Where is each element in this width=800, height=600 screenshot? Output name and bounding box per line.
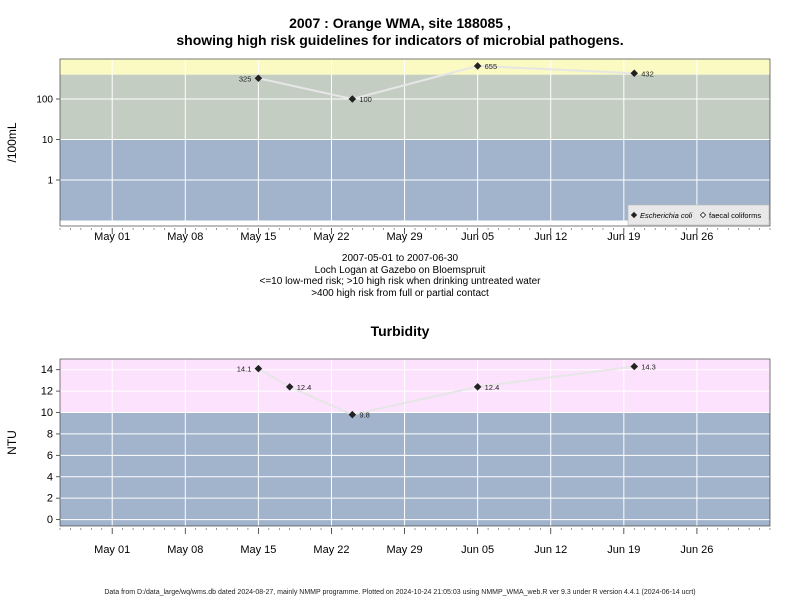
turbidity-xtick-label-7: Jun 19	[607, 544, 640, 556]
turbidity-ytick-label-2: 4	[47, 471, 53, 483]
ecoli-y-axis-label: /100mL	[5, 122, 19, 162]
turbidity-data-label-3: 12.4	[485, 383, 500, 392]
ecoli-xtick-label-4: May 29	[387, 231, 423, 243]
turbidity-data-point-3	[473, 383, 482, 391]
turbidity-data-point-0	[254, 364, 263, 373]
ecoli-xtick-label-0: May 01	[94, 231, 130, 243]
turbidity-ytick-label-7: 14	[41, 364, 53, 376]
turbidity-xtick-label-6: Jun 12	[534, 544, 567, 556]
ecoli-data-label-1: 100	[359, 95, 372, 104]
ecoli-data-point-3	[630, 69, 639, 78]
turbidity-data-point-1	[285, 383, 294, 391]
ecoli-data-point-2	[473, 62, 482, 70]
turbidity-xtick-label-1: May 08	[167, 544, 203, 556]
ecoli-xtick-label-7: Jun 19	[607, 231, 640, 243]
ecoli-series-line-0	[258, 64, 635, 101]
turbidity-xtick-label-4: May 29	[387, 544, 423, 556]
turbidity-risk-band-0	[60, 412, 770, 526]
annotation-date-range: 2007-05-01 to 2007-06-30	[341, 253, 459, 264]
annotation-contact-risk: >400 high risk from full or partial cont…	[311, 287, 489, 299]
ecoli-data-point-0	[254, 74, 263, 83]
turbidity-ytick-label-3: 6	[47, 450, 53, 462]
annotation-site: Loch Logan at Gazebo on Bloemspruit	[314, 264, 486, 276]
turbidity-xtick-label-3: May 22	[313, 544, 349, 556]
ecoli-legend-marker-1	[699, 211, 707, 219]
turbidity-ytick-label-1: 2	[47, 493, 53, 505]
turbidity-ytick-label-6: 12	[41, 386, 53, 398]
turbidity-data-label-1: 12.4	[297, 383, 312, 392]
turbidity-xtick-label-8: Jun 26	[680, 544, 713, 556]
ecoli-xtick-label-6: Jun 12	[534, 231, 567, 243]
ecoli-legend-label-0: Escherichia coli	[640, 211, 692, 220]
chart-title-line2: showing high risk guidelines for indicat…	[176, 32, 624, 48]
ecoli-data-label-3: 432	[641, 69, 654, 78]
turbidity-data-label-0: 14.1	[237, 365, 252, 374]
ecoli-xtick-label-1: May 08	[167, 231, 203, 243]
ecoli-data-label-0: 325	[239, 74, 252, 83]
annotation-drinking-risk: <=10 low-med risk; >10 high risk when dr…	[259, 276, 541, 287]
ecoli-xtick-label-3: May 22	[313, 231, 349, 243]
turbidity-plot-frame	[59, 358, 771, 527]
ecoli-risk-band-2	[60, 59, 770, 75]
ecoli-data-label-2: 655	[485, 62, 498, 71]
turbidity-ytick-label-5: 10	[41, 407, 53, 419]
ecoli-ytick-label-2: 100	[36, 95, 53, 106]
ecoli-xtick-label-5: Jun 05	[461, 231, 494, 243]
turbidity-title: Turbidity	[370, 323, 430, 339]
ecoli-xtick-label-8: Jun 26	[680, 231, 713, 243]
turbidity-xtick-label-0: May 01	[94, 544, 130, 556]
ecoli-legend-label-1: faecal coliforms	[709, 211, 761, 220]
turbidity-y-axis-label: NTU	[5, 430, 19, 455]
ecoli-xtick-label-2: May 15	[240, 231, 276, 243]
turbidity-xtick-label-2: May 15	[240, 544, 276, 556]
ecoli-data-point-1	[348, 95, 357, 103]
turbidity-data-point-2	[348, 410, 357, 419]
turbidity-data-point-4	[630, 362, 639, 371]
turbidity-xtick-label-5: Jun 05	[461, 544, 494, 556]
ecoli-legend-box	[627, 204, 770, 226]
turbidity-data-label-4: 14.3	[641, 362, 656, 371]
ecoli-legend-marker-0	[630, 211, 638, 219]
footer-note: Data from D:/data_large/wq/wms.db dated …	[104, 589, 696, 596]
ecoli-risk-band-1	[60, 74, 770, 140]
ecoli-ytick-label-0: 1	[47, 176, 53, 187]
ecoli-ytick-label-1: 10	[42, 135, 54, 146]
chart-title-line1: 2007 : Orange WMA, site 188085 ,	[289, 15, 511, 31]
turbidity-ytick-label-4: 8	[47, 428, 53, 440]
turbidity-data-label-2: 9.8	[359, 411, 369, 420]
turbidity-risk-band-1	[60, 359, 770, 413]
turbidity-ytick-label-0: 0	[47, 514, 53, 526]
ecoli-plot-frame	[59, 58, 771, 227]
